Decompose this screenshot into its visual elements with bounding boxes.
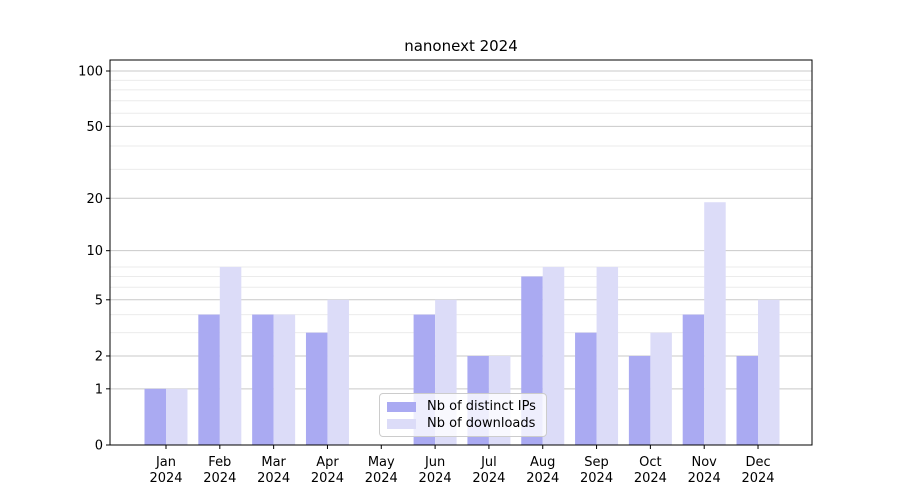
- y-tick-label: 2: [95, 349, 103, 364]
- chart-title: nanonext 2024: [404, 37, 518, 55]
- x-tick-label-year: 2024: [365, 471, 398, 486]
- x-tick-label-month: Aug: [530, 455, 555, 470]
- bar-distinct-ips-mar: [252, 314, 274, 445]
- bar-downloads-apr: [327, 299, 349, 445]
- x-tick-label-year: 2024: [526, 471, 559, 486]
- bar-downloads-dec: [758, 299, 780, 445]
- x-tick-label-month: Sep: [584, 455, 609, 470]
- legend-swatch-distinct-ips: [387, 401, 416, 412]
- y-axis: 0 1 2 5 10 20 50 100: [78, 64, 110, 454]
- bar-downloads-mar: [273, 314, 296, 445]
- y-tick-label: 0: [95, 439, 103, 454]
- x-tick-label-month: Feb: [208, 455, 231, 470]
- bar-distinct-ips-oct: [628, 355, 651, 445]
- bar-distinct-ips-dec: [736, 355, 759, 445]
- bar-downloads-feb: [219, 266, 242, 445]
- x-tick-label-year: 2024: [580, 471, 613, 486]
- x-tick-label-year: 2024: [203, 471, 236, 486]
- x-tick-label-month: Oct: [639, 455, 661, 470]
- bar-downloads-jan: [166, 388, 188, 445]
- x-tick-label-month: Jan: [155, 455, 176, 470]
- y-tick-label: 50: [86, 120, 103, 135]
- bar-groups: [144, 202, 780, 445]
- x-tick-label-month: Dec: [745, 455, 770, 470]
- bar-distinct-ips-apr: [305, 332, 328, 445]
- x-tick-label-month: Jul: [480, 455, 497, 470]
- legend-label-distinct-ips: Nb of distinct IPs: [427, 399, 536, 414]
- legend-item-distinct-ips: Nb of distinct IPs: [387, 399, 539, 414]
- x-tick-label-month: Nov: [692, 455, 718, 470]
- x-tick-label-year: 2024: [257, 471, 290, 486]
- x-tick-label-month: Mar: [261, 455, 286, 470]
- y-tick-label: 10: [86, 244, 103, 259]
- legend-item-downloads: Nb of downloads: [387, 416, 539, 431]
- bar-distinct-ips-sep: [575, 332, 597, 445]
- x-tick-label-year: 2024: [741, 471, 774, 486]
- x-tick-label-year: 2024: [472, 471, 505, 486]
- bar-downloads-nov: [704, 202, 726, 445]
- y-tick-label: 100: [78, 64, 103, 79]
- x-tick-label-month: May: [368, 455, 395, 470]
- bar-downloads-sep: [596, 266, 619, 445]
- y-tick-label: 20: [86, 192, 103, 207]
- bar-downloads-aug: [542, 266, 565, 445]
- x-tick-label-year: 2024: [149, 471, 182, 486]
- bar-distinct-ips-jan: [144, 388, 166, 445]
- x-axis: Jan2024Feb2024Mar2024Apr2024May2024Jun20…: [149, 445, 775, 486]
- legend: Nb of distinct IPs Nb of downloads: [379, 393, 547, 437]
- bar-downloads-oct: [650, 332, 672, 445]
- x-tick-label-year: 2024: [311, 471, 344, 486]
- x-tick-label-year: 2024: [688, 471, 721, 486]
- y-tick-label: 5: [95, 293, 103, 308]
- axes-frame: [109, 59, 813, 446]
- x-tick-label-year: 2024: [634, 471, 667, 486]
- x-tick-label-year: 2024: [419, 471, 452, 486]
- bar-distinct-ips-nov: [682, 314, 705, 445]
- y-tick-label: 1: [95, 382, 103, 397]
- legend-swatch-downloads: [387, 418, 416, 429]
- x-tick-label-month: Jun: [424, 455, 445, 470]
- bar-distinct-ips-feb: [198, 314, 220, 445]
- x-tick-label-month: Apr: [316, 455, 339, 470]
- minor-gridlines: [110, 79, 812, 334]
- legend-label-downloads: Nb of downloads: [427, 416, 536, 431]
